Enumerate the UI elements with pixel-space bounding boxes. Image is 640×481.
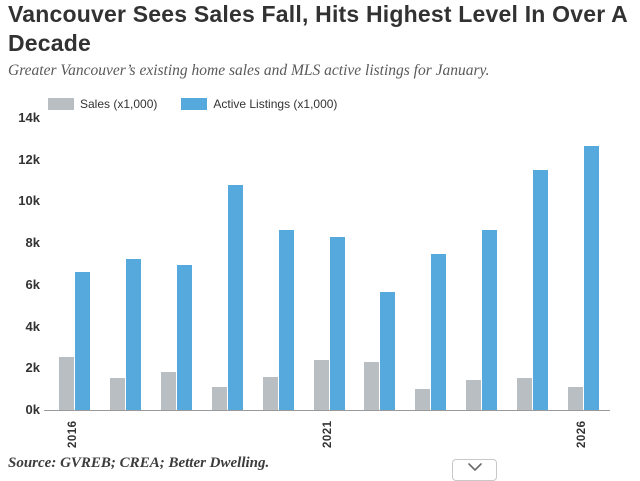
sales-bar-2017[interactable] <box>109 378 125 410</box>
listings-bar-2020[interactable] <box>278 230 294 410</box>
sales-swatch-icon <box>48 98 74 110</box>
sales-bar-2026[interactable] <box>568 387 583 410</box>
y-axis: 0k 2k 4k 6k 8k 10k 12k 14k <box>0 111 40 416</box>
source-attribution: Source: GVREB; CREA; Better Dwelling. <box>8 455 270 471</box>
expand-chart-button[interactable] <box>452 459 497 481</box>
y-tick-label: 12k <box>18 151 40 167</box>
chevron-down-icon <box>467 463 482 471</box>
sales-bar-2022[interactable] <box>364 362 380 410</box>
listings-bar-2019[interactable] <box>227 184 243 410</box>
y-tick-label: 10k <box>18 193 40 209</box>
page-title: Vancouver Sees Sales Fall, Hits Highest … <box>8 1 628 56</box>
chart-legend: Sales (x1,000) Active Listings (x1,000) <box>48 97 337 111</box>
sales-bar-2018[interactable] <box>160 372 176 410</box>
legend-item-sales[interactable]: Sales (x1,000) <box>48 97 157 111</box>
y-tick-label: 8k <box>25 235 40 251</box>
listings-bar-2025[interactable] <box>533 170 549 410</box>
sales-bar-2019[interactable] <box>211 387 227 410</box>
x-axis-line <box>44 410 610 411</box>
listings-bar-2026[interactable] <box>584 145 599 410</box>
x-tick-label-2026: 2026 <box>576 420 588 448</box>
listings-bar-2018[interactable] <box>176 265 192 410</box>
x-tick-label-2021: 2021 <box>321 420 334 448</box>
listings-bar-2024[interactable] <box>482 230 498 410</box>
listings-bar-2016[interactable] <box>75 271 90 410</box>
sales-bar-2024[interactable] <box>466 380 482 410</box>
y-tick-label: 6k <box>25 276 40 292</box>
listings-bar-2021[interactable] <box>329 236 345 410</box>
y-tick-label: 2k <box>25 360 40 376</box>
x-tick-label-2016: 2016 <box>67 420 79 448</box>
sales-bar-2021[interactable] <box>313 360 329 410</box>
legend-label-sales: Sales (x1,000) <box>80 97 158 111</box>
listings-bar-2022[interactable] <box>380 291 396 410</box>
sales-bar-2023[interactable] <box>415 388 431 410</box>
y-tick-label: 14k <box>18 110 40 125</box>
listings-bar-2017[interactable] <box>125 259 141 410</box>
sales-bar-2020[interactable] <box>262 377 278 410</box>
plot-area: 2016 2021 2026 <box>44 118 610 448</box>
sales-bar-2016[interactable] <box>59 357 74 410</box>
y-tick-label: 0k <box>25 402 40 417</box>
legend-label-active-listings: Active Listings (x1,000) <box>213 97 338 111</box>
y-tick-label: 4k <box>25 318 40 334</box>
active-listings-swatch-icon <box>181 98 208 110</box>
page-subtitle: Greater Vancouver’s existing home sales … <box>8 62 490 79</box>
legend-item-active-listings[interactable]: Active Listings (x1,000) <box>181 97 337 111</box>
sales-bar-2025[interactable] <box>517 377 533 410</box>
listings-bar-2023[interactable] <box>431 254 447 410</box>
